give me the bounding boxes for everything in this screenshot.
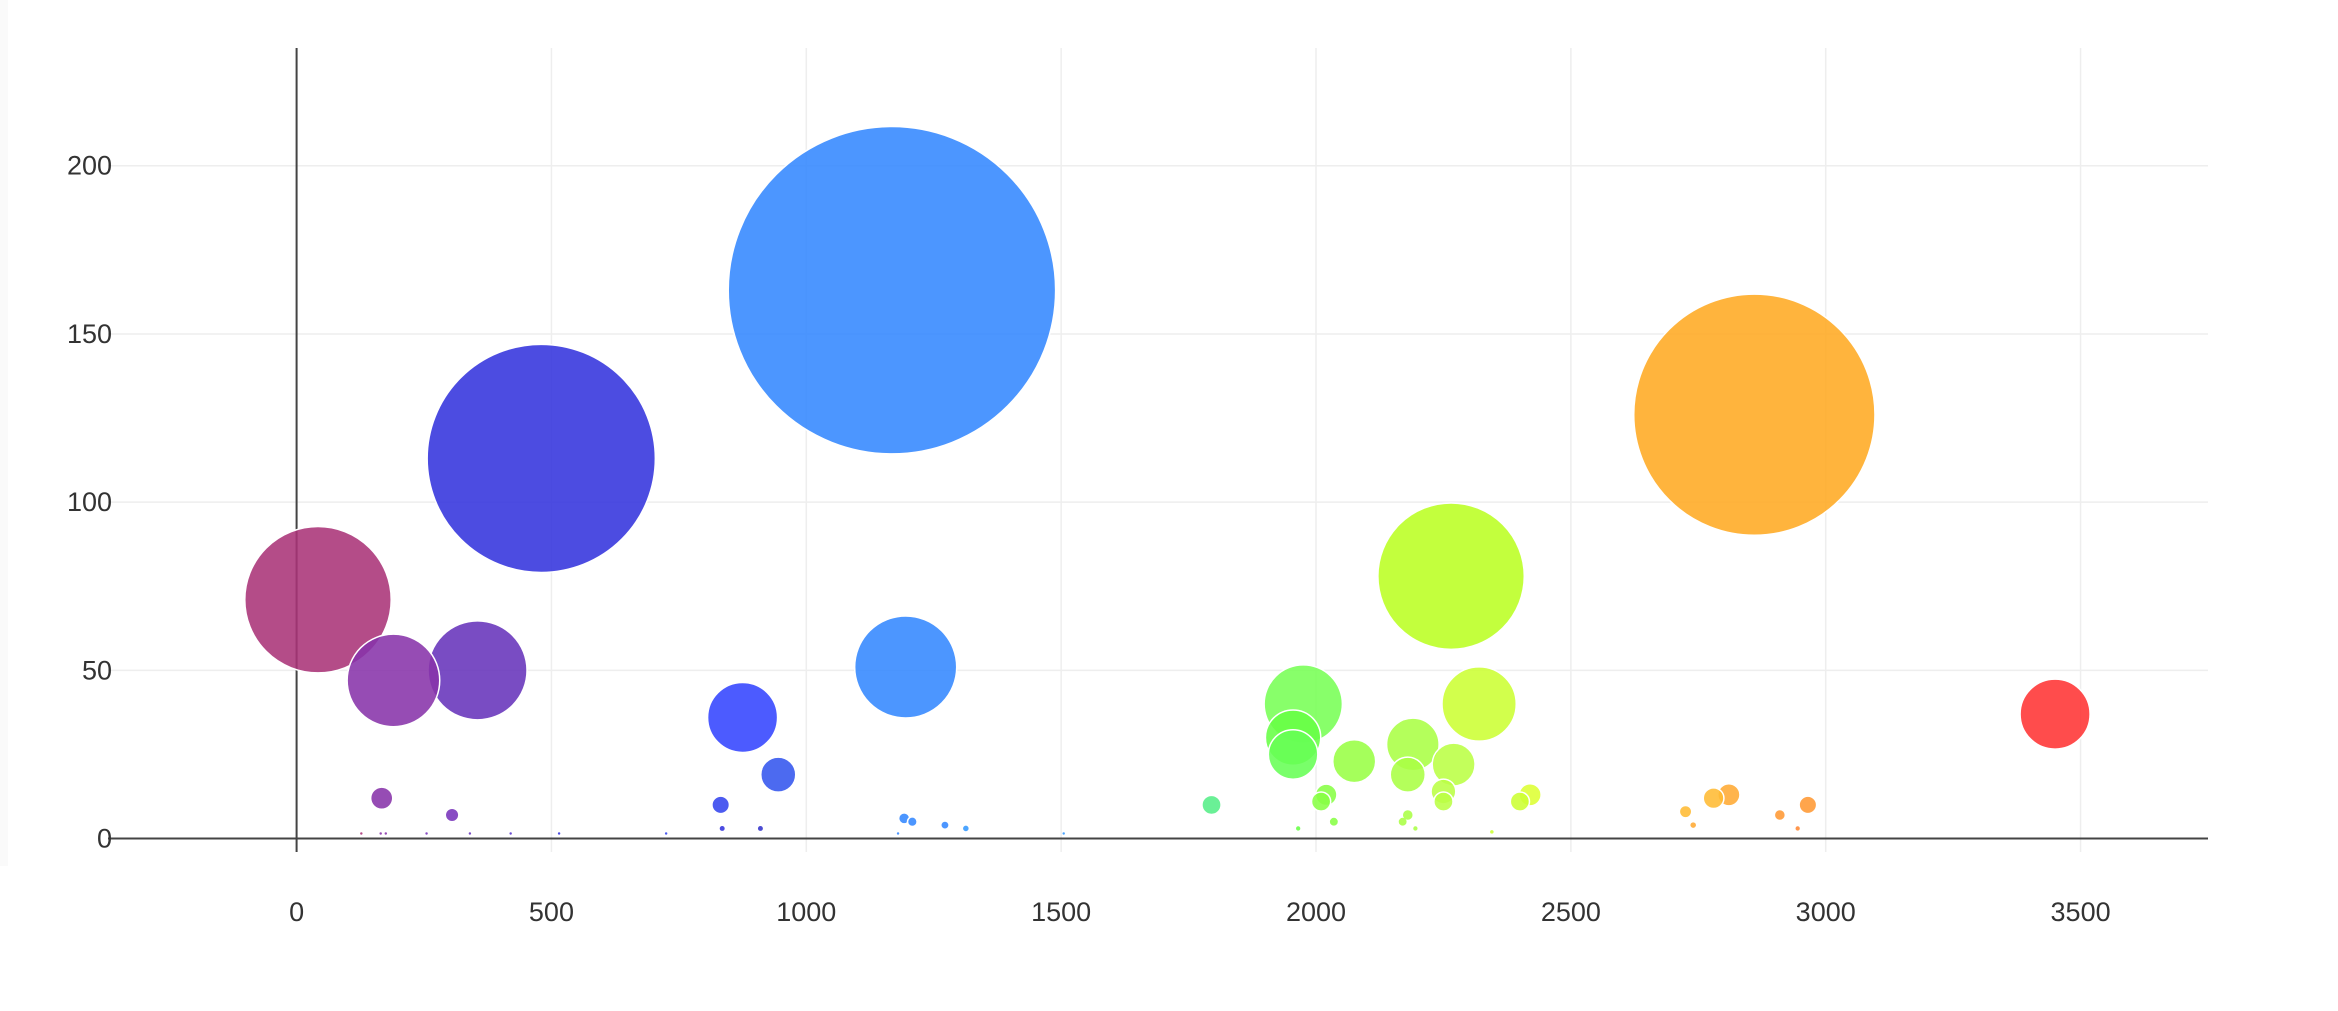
bubble-point <box>727 125 1057 455</box>
bubble-point <box>1773 808 1787 822</box>
bubble-point <box>1413 826 1418 831</box>
bubble-point <box>719 825 725 831</box>
bubble-point <box>1329 817 1338 826</box>
bubble-point <box>426 343 657 574</box>
bubble-point <box>1296 826 1301 831</box>
bubble-point <box>360 832 363 835</box>
bubble-point <box>369 786 394 810</box>
x-tick-label: 1500 <box>1031 897 1091 927</box>
bubble-point <box>509 832 512 835</box>
x-tick-label: 1000 <box>776 897 836 927</box>
bubble-point <box>1377 502 1526 651</box>
x-tick-label: 500 <box>529 897 574 927</box>
x-tick-label: 2500 <box>1541 897 1601 927</box>
bubble-point <box>853 615 958 719</box>
bubble-point <box>1795 826 1800 831</box>
y-tick-label: 200 <box>67 151 112 181</box>
bubble-point <box>1310 791 1332 812</box>
bubble-point <box>1401 808 1415 822</box>
bubble-point <box>1201 794 1222 816</box>
y-tick-label: 150 <box>67 319 112 349</box>
bubble-point <box>1798 795 1818 815</box>
bubble-point <box>1702 787 1725 810</box>
bubble-point <box>757 825 763 831</box>
bubble-point <box>244 525 392 674</box>
bubble-point <box>963 825 969 832</box>
bubble-point <box>1398 817 1407 826</box>
bubble-point <box>706 681 779 754</box>
bubble-point <box>468 832 472 835</box>
bubble-point <box>1509 791 1531 812</box>
bubble-point <box>1690 822 1696 828</box>
x-tick-label: 3000 <box>1796 897 1856 927</box>
bubble-point <box>760 756 797 793</box>
bubble-point <box>384 832 388 835</box>
bubble-point <box>379 832 382 835</box>
bubble-point <box>1441 666 1517 742</box>
bubble-point <box>557 832 561 835</box>
bubble-point <box>1332 738 1377 784</box>
x-axis-tick-labels: 0 500 1000 1500 2000 2500 3000 3500 <box>289 897 2111 927</box>
bubble-point <box>444 807 460 823</box>
x-tick-label: 0 <box>289 897 304 927</box>
page-edge-strip <box>0 0 8 866</box>
x-tick-label: 3500 <box>2051 897 2111 927</box>
y-tick-label: 0 <box>97 824 112 854</box>
bubble-point <box>2019 678 2091 750</box>
bubble-point <box>1678 804 1693 819</box>
bubble-point <box>346 633 441 728</box>
bubble-point <box>711 795 731 815</box>
bubble-point <box>1490 830 1494 834</box>
y-axis-tick-labels: 0 50 100 150 200 <box>67 151 112 854</box>
bubble-point <box>1267 728 1319 780</box>
x-tick-label: 2000 <box>1286 897 1346 927</box>
bubble-point <box>427 620 528 721</box>
y-tick-label: 100 <box>67 487 112 517</box>
bubble-point <box>1389 756 1427 793</box>
bubble-point <box>664 832 668 835</box>
bubble-point <box>896 832 900 835</box>
bubble-layer <box>244 125 2091 835</box>
axes <box>108 48 2208 852</box>
bubble-point <box>906 816 918 828</box>
y-tick-label: 50 <box>82 655 112 685</box>
bubble-point <box>1632 293 1876 537</box>
bubble-point <box>941 821 949 829</box>
bubble-point <box>1062 832 1065 835</box>
bubble-point <box>425 832 428 835</box>
bubble-point <box>1433 791 1454 812</box>
grid-lines <box>108 48 2208 852</box>
